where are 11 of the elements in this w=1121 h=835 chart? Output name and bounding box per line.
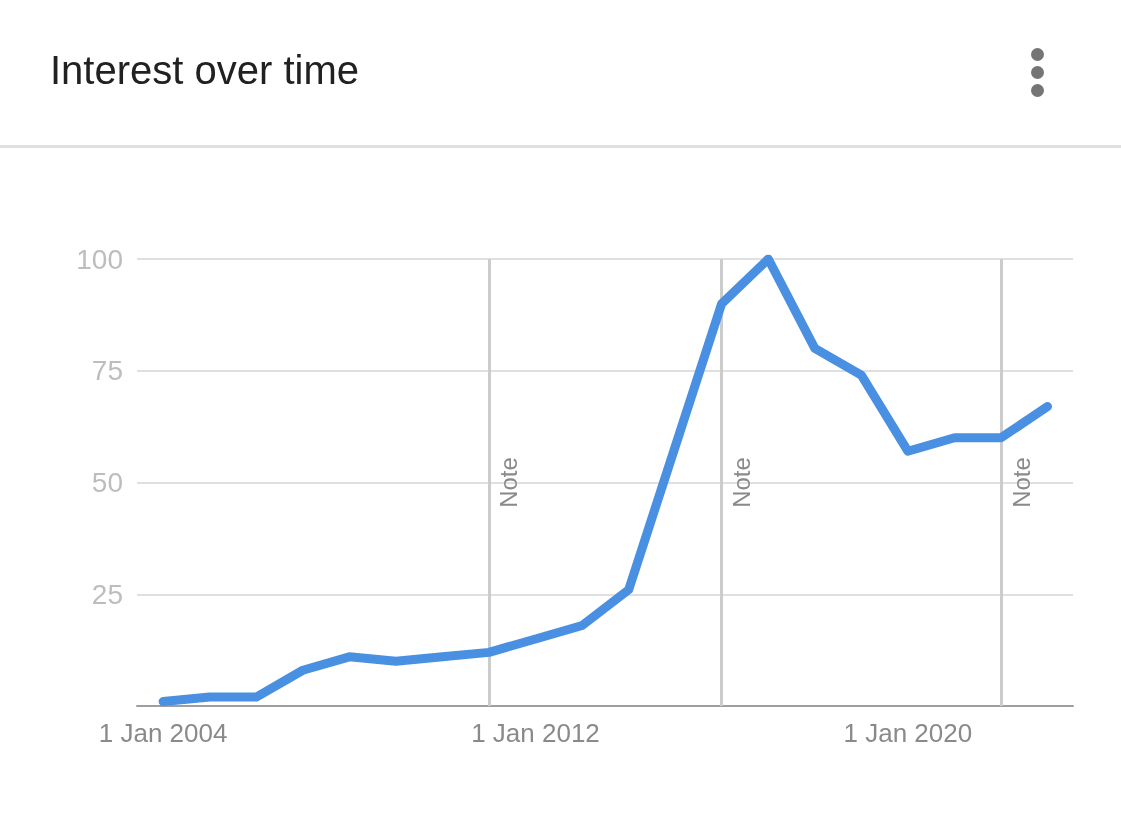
ref-line-label: Note [495,457,523,508]
ref-line-label: Note [1007,457,1035,508]
x-tick-label: 1 Jan 2012 [471,718,600,748]
x-tick-label: 1 Jan 2020 [843,718,973,748]
y-tick-label: 25 [91,578,123,610]
y-tick-label: 75 [91,355,123,387]
x-tick-label: 1 Jan 2004 [98,718,228,748]
ref-line-label: Note [728,457,756,508]
y-tick-label: 100 [76,243,123,275]
chart-title: Interest over time [50,48,360,93]
y-tick-label: 50 [91,467,123,498]
